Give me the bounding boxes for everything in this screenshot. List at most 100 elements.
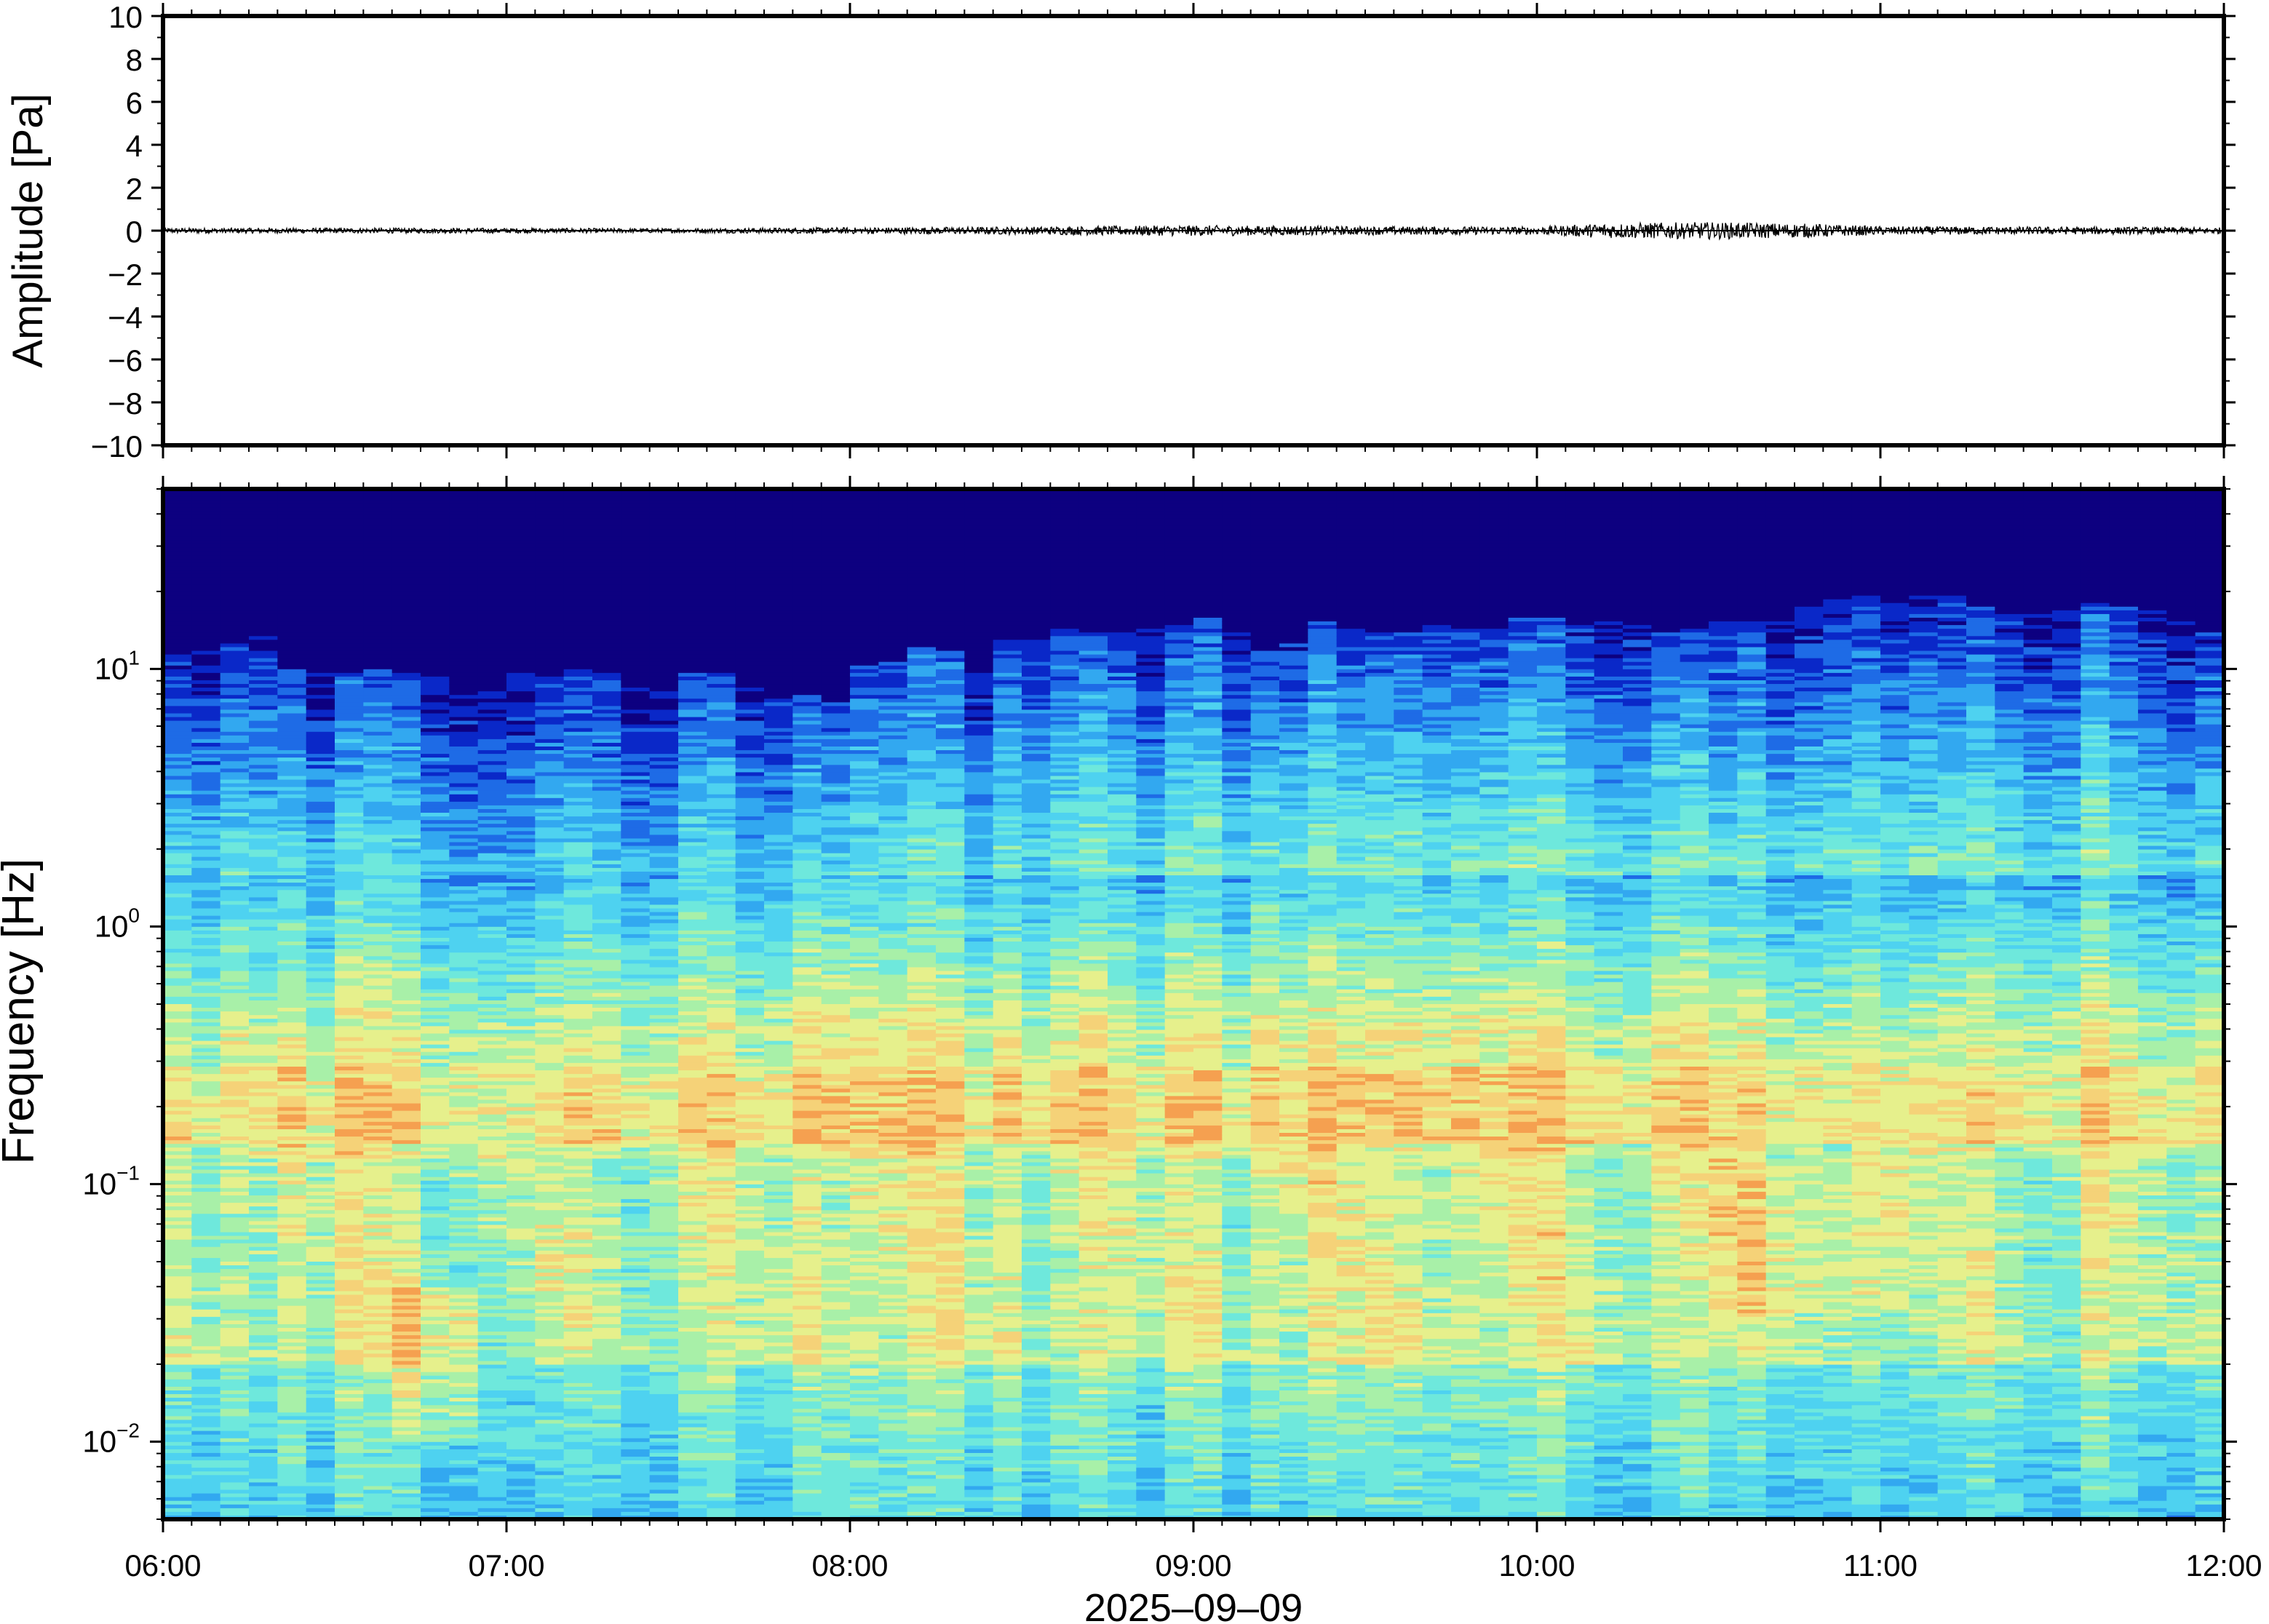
spectrogram-cell (306, 511, 335, 515)
spectrogram-cell (506, 919, 536, 924)
spectrogram-cell (191, 547, 221, 552)
spectrogram-cell (621, 845, 651, 851)
spectrogram-cell (535, 867, 565, 872)
spectrogram-cell (592, 971, 621, 976)
spectrogram-cell (249, 842, 278, 847)
spectrogram-column (277, 489, 307, 1519)
spectrogram-cell (592, 1438, 621, 1443)
spectrogram-cell (449, 1184, 479, 1189)
spectrogram-cell (506, 514, 536, 520)
spectrogram-cell (535, 643, 565, 648)
spectrogram-cell (392, 669, 421, 674)
spectrogram-cell (249, 816, 278, 821)
spectrogram-cell (306, 1313, 335, 1318)
spectrogram-cell (621, 1059, 651, 1064)
spectrogram-cell (335, 801, 364, 806)
spectrogram-cell (506, 1137, 536, 1141)
spectrogram-cell (249, 992, 278, 998)
spectrogram-cell (306, 1273, 335, 1277)
spectrogram-cell (449, 974, 479, 979)
spectrogram-cell (592, 1430, 621, 1436)
spectrogram-cell (363, 1088, 393, 1093)
spectrogram-cell (392, 934, 421, 939)
spectrogram-cell (335, 595, 364, 600)
spectrogram-cell (421, 838, 450, 843)
spectrogram-cell (249, 1214, 278, 1218)
spectrogram-cell (592, 1309, 621, 1314)
spectrogram-cell (191, 706, 221, 711)
spectrogram-cell (335, 963, 364, 968)
spectrogram-cell (306, 1500, 335, 1505)
spectrogram-cell (249, 1257, 278, 1262)
spectrogram-cell (335, 1078, 364, 1082)
spectrogram-cell (506, 963, 536, 968)
spectrogram-cell (535, 540, 565, 545)
spectrogram-cell (506, 1287, 536, 1292)
spectrogram-cell (449, 1291, 479, 1296)
spectrogram-cell (563, 1412, 593, 1417)
spectrogram-cell (363, 982, 393, 987)
spectrogram-cell (592, 1449, 621, 1454)
spectrogram-cell (363, 735, 393, 740)
spectrogram-cell (535, 1096, 565, 1101)
spectrogram-cell (306, 1427, 335, 1432)
spectrogram-cell (191, 1085, 221, 1089)
spectrogram-cell (277, 720, 307, 725)
spectrogram-cell (506, 709, 536, 715)
spectrogram-cell (249, 871, 278, 876)
spectrogram-cell (392, 592, 421, 597)
spectrogram-cell (306, 1401, 335, 1406)
spectrogram-cell (563, 856, 593, 861)
spectrogram-cell (220, 1346, 250, 1350)
spectrogram-cell (191, 1129, 221, 1134)
spectrogram-cell (163, 757, 192, 762)
spectrogram-cell (506, 860, 536, 865)
spectrogram-cell (249, 827, 278, 832)
spectrogram-cell (249, 1416, 278, 1421)
spectrogram-cell (506, 1221, 536, 1226)
spectrogram-cell (306, 629, 335, 633)
spectrogram-cell (220, 669, 250, 674)
spectrogram-cell (477, 1015, 507, 1019)
spectrogram-cell (563, 1199, 593, 1203)
spectrogram-cell (592, 533, 621, 538)
spectrogram-cell (335, 750, 364, 755)
spectrogram-cell (249, 942, 278, 946)
spectrogram-cell (535, 570, 565, 574)
spectrogram-cell (363, 1144, 393, 1148)
spectrogram-cell (592, 919, 621, 924)
spectrogram-cell (249, 1368, 278, 1373)
spectrogram-cell (277, 1246, 307, 1251)
spectrogram-cell (163, 613, 192, 618)
spectrogram-cell (163, 1169, 192, 1174)
spectrogram-cell (191, 978, 221, 983)
spectrogram-cell (477, 952, 507, 957)
spectrogram-cell (535, 985, 565, 990)
spectrogram-cell (421, 698, 450, 703)
spectrogram-cell (421, 923, 450, 928)
spectrogram-cell (563, 688, 593, 692)
spectrogram-cell (421, 1353, 450, 1358)
spectrogram-cell (392, 1078, 421, 1082)
spectrogram-cell (535, 1320, 565, 1325)
spectrogram-cell (592, 1221, 621, 1226)
spectrogram-cell (277, 1464, 307, 1468)
spectrogram-cell (621, 1504, 651, 1509)
spectrogram-cell (421, 533, 450, 538)
spectrogram-cell (363, 643, 393, 648)
spectrogram-cell (277, 555, 307, 560)
spectrogram-cell (249, 794, 278, 799)
spectrogram-cell (421, 522, 450, 527)
spectrogram-cell (249, 1504, 278, 1509)
spectrogram-cell (592, 890, 621, 894)
spectrogram-cell (449, 1059, 479, 1064)
spectrogram-cell (592, 739, 621, 744)
spectrogram-cell (477, 1133, 507, 1137)
spectrogram-cell (191, 577, 221, 582)
spectrogram-cell (477, 1169, 507, 1174)
spectrogram-cell (477, 632, 507, 637)
spectrogram-cell (163, 1048, 192, 1053)
spectrogram-cell (220, 1221, 250, 1226)
spectrogram-cell (249, 1129, 278, 1134)
spectrogram-cell (220, 1137, 250, 1141)
